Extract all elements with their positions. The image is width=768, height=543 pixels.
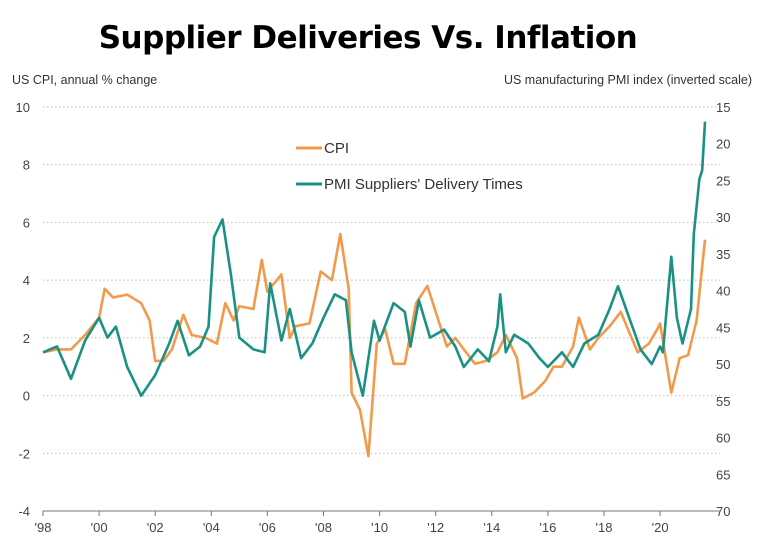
right-tick-label: 15 bbox=[716, 100, 730, 115]
left-tick-label: -4 bbox=[18, 504, 30, 519]
right-tick-label: 55 bbox=[716, 394, 730, 409]
legend-label-cpi: CPI bbox=[324, 140, 349, 157]
legend-label-pmi: PMI Suppliers' Delivery Times bbox=[324, 176, 523, 193]
x-tick-label: '04 bbox=[203, 520, 220, 535]
right-tick-label: 45 bbox=[716, 320, 730, 335]
left-tick-label: 8 bbox=[23, 158, 30, 173]
right-tick-label: 35 bbox=[716, 247, 730, 262]
right-tick-label: 60 bbox=[716, 431, 730, 446]
right-tick-label: 25 bbox=[716, 173, 730, 188]
x-tick-label: '98 bbox=[35, 520, 52, 535]
right-tick-label: 30 bbox=[716, 210, 730, 225]
x-tick-label: '02 bbox=[147, 520, 164, 535]
pmi-delivery-line bbox=[42, 121, 707, 398]
right-tick-label: 65 bbox=[716, 467, 730, 482]
x-tick-label: '12 bbox=[427, 520, 444, 535]
x-tick-label: '08 bbox=[315, 520, 332, 535]
x-tick-label: '00 bbox=[91, 520, 108, 535]
x-tick-label: '10 bbox=[371, 520, 388, 535]
right-tick-label: 70 bbox=[716, 504, 730, 519]
x-tick-label: '16 bbox=[539, 520, 556, 535]
right-tick-label: 50 bbox=[716, 357, 730, 372]
left-tick-label: -2 bbox=[18, 446, 30, 461]
legend: CPI PMI Suppliers' Delivery Times bbox=[296, 140, 523, 193]
x-tick-label: '06 bbox=[259, 520, 276, 535]
right-axis-label: US manufacturing PMI index (inverted sca… bbox=[504, 73, 752, 87]
left-tick-label: 0 bbox=[23, 389, 30, 404]
left-tick-label: 2 bbox=[23, 331, 30, 346]
x-tick-label: '14 bbox=[483, 520, 500, 535]
left-tick-label: 6 bbox=[23, 215, 30, 230]
left-tick-label: 10 bbox=[16, 100, 30, 115]
cpi-line bbox=[42, 232, 707, 458]
right-tick-label: 20 bbox=[716, 137, 730, 152]
x-tick-label: '20 bbox=[652, 520, 669, 535]
left-tick-label: 4 bbox=[23, 273, 30, 288]
chart-title: Supplier Deliveries Vs. Inflation bbox=[98, 20, 638, 56]
x-tick-label: '18 bbox=[596, 520, 613, 535]
right-tick-label: 40 bbox=[716, 284, 730, 299]
left-axis-label: US CPI, annual % change bbox=[12, 73, 157, 87]
